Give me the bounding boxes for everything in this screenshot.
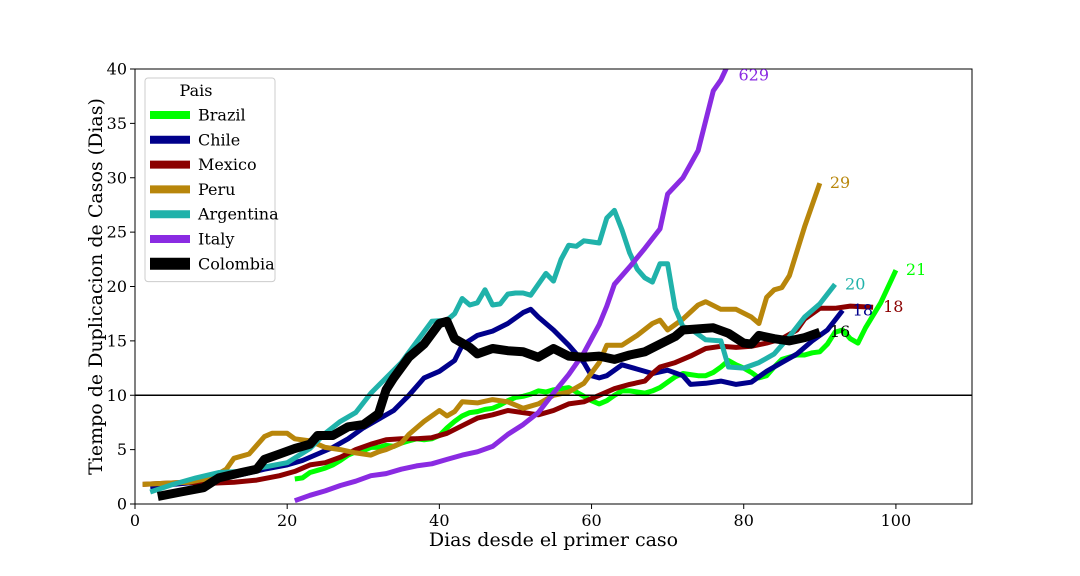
legend-label-argentina: Argentina [197, 205, 279, 224]
series-line-peru [142, 182, 823, 487]
x-tick-label: 100 [881, 511, 912, 530]
y-axis-label: Tiempo de Duplicacion de Casos (Dias) [85, 98, 107, 475]
legend-label-colombia: Colombia [198, 254, 275, 273]
y-tick-label: 15 [107, 331, 127, 350]
x-tick-label: 20 [277, 511, 297, 530]
x-tick-label: 40 [429, 511, 449, 530]
end-label-italy: 629 [739, 66, 770, 85]
legend-box [144, 77, 276, 283]
end-label-argentina: 20 [845, 274, 865, 293]
legend-label-chile: Chile [198, 130, 240, 149]
series-layer [142, 69, 899, 504]
x-tick-label: 60 [581, 511, 601, 530]
end-label-colombia: 16 [830, 322, 850, 341]
y-tick-label: 25 [107, 223, 127, 242]
series-line-chile [149, 306, 845, 490]
y-tick-label: 20 [107, 277, 127, 296]
y-tick-label: 30 [107, 168, 127, 187]
series-line-colombia [156, 316, 822, 501]
series-line-italy [293, 69, 729, 504]
end-label-peru: 29 [830, 173, 850, 192]
y-tick-label: 5 [117, 440, 127, 459]
legend-title: Pais [180, 81, 213, 100]
end-label-mexico: 18 [883, 297, 903, 316]
legend-items: Brazil Chile Mexico Peru Argentina Italy Colom… [150, 106, 279, 273]
axis-ticks: 0 20 40 60 80 100 0 5 10 15 20 25 30 35 40 [107, 60, 912, 531]
x-tick-label: 0 [130, 511, 140, 530]
legend-label-italy: Italy [198, 230, 234, 249]
legend-label-peru: Peru [198, 180, 235, 199]
legend-label-brazil: Brazil [198, 106, 246, 125]
y-tick-label: 40 [107, 60, 127, 79]
end-label-brazil: 21 [906, 260, 926, 279]
y-tick-label: 35 [107, 114, 127, 133]
end-label-chile: 18 [853, 300, 873, 319]
y-tick-label: 0 [117, 495, 127, 514]
legend-label-mexico: Mexico [198, 155, 257, 174]
x-axis-label: Dias desde el primer caso [429, 529, 678, 551]
y-tick-label: 10 [107, 386, 127, 405]
x-tick-label: 80 [734, 511, 754, 530]
legend: Pais Brazil Chile Mexico Peru Argentina Italy… [144, 77, 279, 283]
